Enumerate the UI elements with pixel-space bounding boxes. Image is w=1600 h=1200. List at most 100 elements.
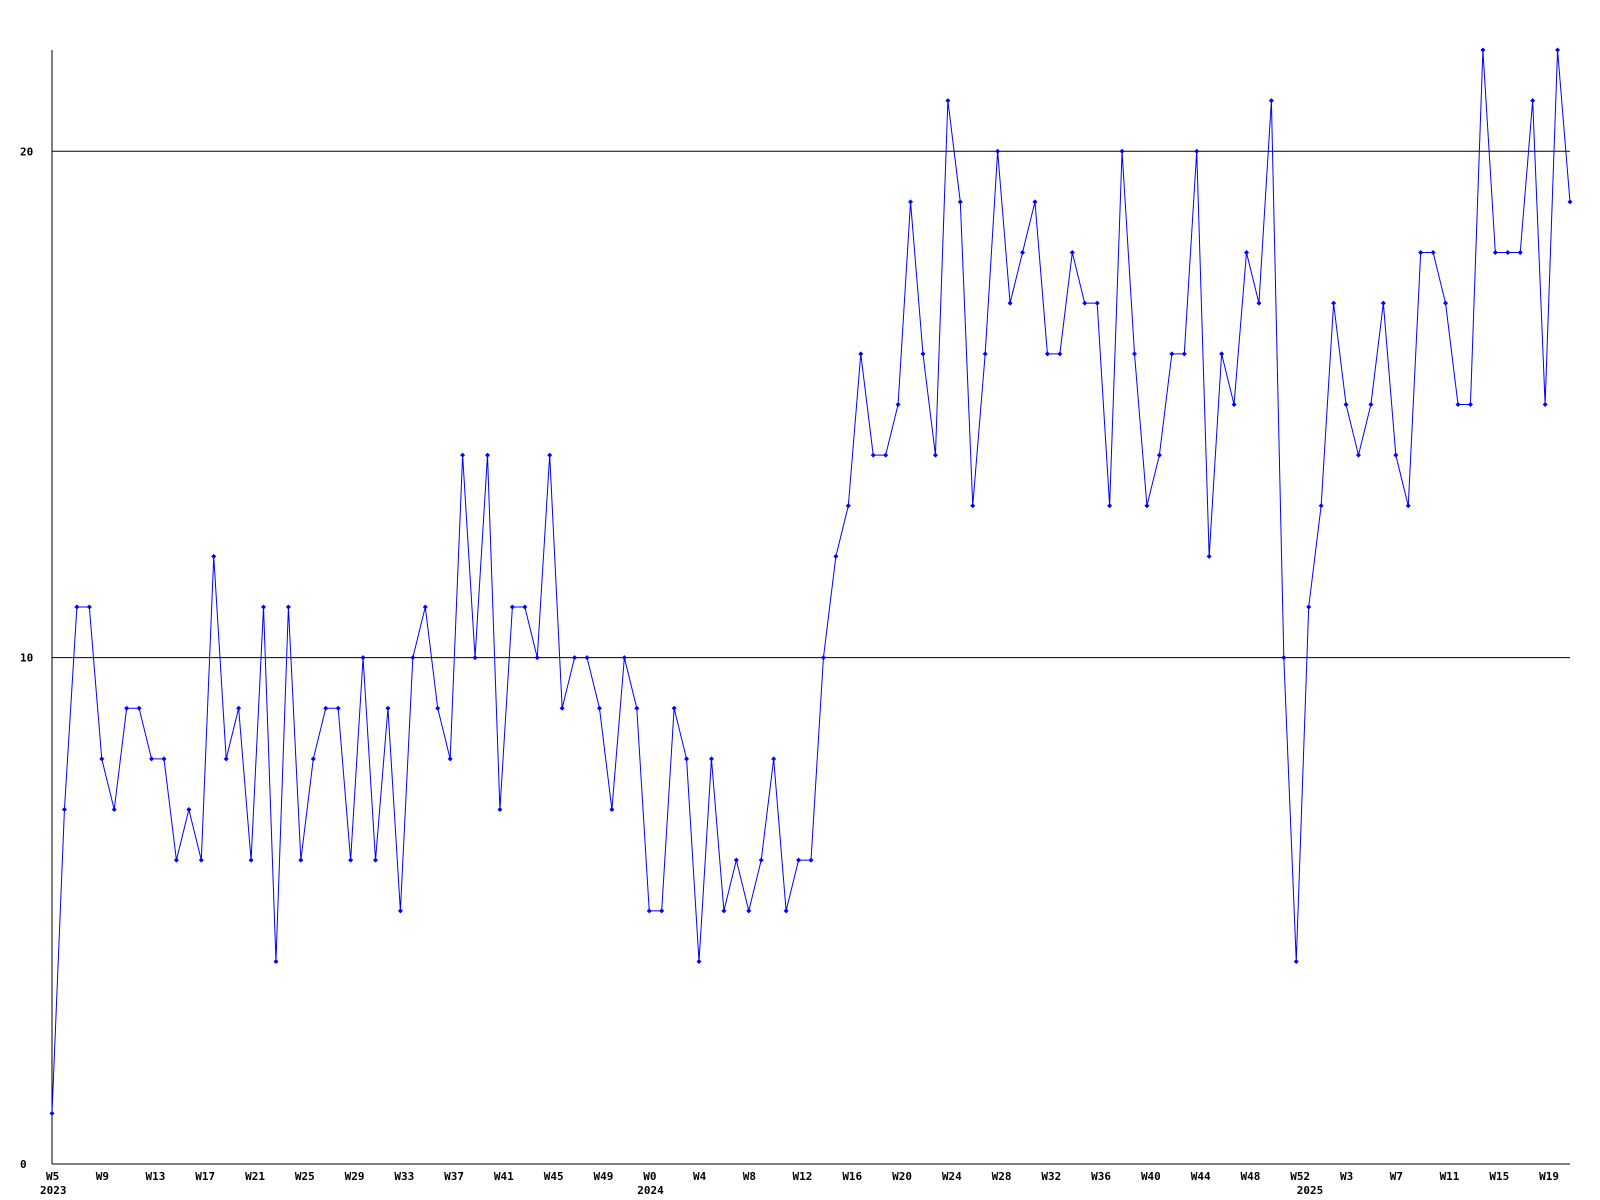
point-marker [708,756,714,762]
point-marker [310,756,316,762]
point-marker [61,807,67,813]
point-marker [497,807,503,813]
point-marker [1555,47,1561,53]
point-marker [198,857,204,863]
point-marker [136,705,142,711]
point-marker [49,1110,55,1116]
point-marker [298,857,304,863]
point-marker [845,503,851,509]
point-marker [596,705,602,711]
point-marker [1069,250,1075,256]
point-marker [99,756,105,762]
point-marker [285,604,291,610]
point-marker [1343,401,1349,407]
point-marker [982,351,988,357]
point-marker [820,655,826,661]
point-marker [422,604,428,610]
point-marker [572,655,578,661]
x-tick-label: W28 [992,1170,1012,1183]
point-marker [1355,452,1361,458]
point-marker [373,857,379,863]
year-label: 2024 [637,1184,664,1197]
point-marker [410,655,416,661]
x-tick-label: W13 [146,1170,166,1183]
point-marker [945,98,951,104]
point-marker [908,199,914,205]
point-marker [1380,300,1386,306]
point-marker [1542,401,1548,407]
point-marker [211,553,217,559]
point-marker [1455,401,1461,407]
point-marker [920,351,926,357]
point-marker [1082,300,1088,306]
point-marker [1492,250,1498,256]
point-marker [833,553,839,559]
point-marker [1206,553,1212,559]
point-marker [447,756,453,762]
point-marker [74,604,80,610]
point-marker [746,908,752,914]
point-marker [149,756,155,762]
x-tick-label: W4 [693,1170,707,1183]
point-marker [360,655,366,661]
point-marker [870,452,876,458]
point-marker [659,908,665,914]
point-marker [534,655,540,661]
point-marker [1331,300,1337,306]
point-marker [348,857,354,863]
point-marker [1318,503,1324,509]
point-marker [895,401,901,407]
point-marker [1094,300,1100,306]
series-line [51,49,1571,1114]
x-tick-label: W21 [245,1170,265,1183]
point-marker [1119,148,1125,154]
point-marker [995,148,1001,154]
point-marker [111,807,117,813]
point-marker [1181,351,1187,357]
point-marker [1107,503,1113,509]
point-marker [435,705,441,711]
x-tick-label: W20 [892,1170,912,1183]
point-marker [460,452,466,458]
x-tick-label: W49 [593,1170,613,1183]
point-marker [1306,604,1312,610]
point-marker [261,604,267,610]
x-tick-label: W0 [643,1170,656,1183]
point-marker [733,857,739,863]
point-marker [1020,250,1026,256]
x-tick-label: W24 [942,1170,962,1183]
year-label: 2023 [40,1184,67,1197]
point-marker [1044,351,1050,357]
x-tick-label: W3 [1340,1170,1353,1183]
point-marker [858,351,864,357]
x-tick-label: W12 [793,1170,813,1183]
point-marker [335,705,341,711]
x-tick-label: W40 [1141,1170,1161,1183]
x-tick-label: W32 [1041,1170,1061,1183]
point-marker [559,705,565,711]
point-marker [522,604,528,610]
point-marker [273,958,279,964]
point-marker [932,452,938,458]
point-marker [771,756,777,762]
point-marker [970,503,976,509]
point-marker [696,958,702,964]
point-marker [1567,199,1573,205]
x-tick-label: W9 [96,1170,109,1183]
point-marker [186,807,192,813]
point-marker [957,199,963,205]
point-marker [1231,401,1237,407]
point-marker [1430,250,1436,256]
x-tick-label: W52 [1290,1170,1310,1183]
point-marker [236,705,242,711]
point-marker [1393,452,1399,458]
x-tick-label: W7 [1390,1170,1403,1183]
x-tick-label: W48 [1240,1170,1260,1183]
point-marker [1032,199,1038,205]
point-marker [684,756,690,762]
x-tick-label: W16 [842,1170,862,1183]
y-tick-label: 10 [20,652,33,665]
point-marker [323,705,329,711]
